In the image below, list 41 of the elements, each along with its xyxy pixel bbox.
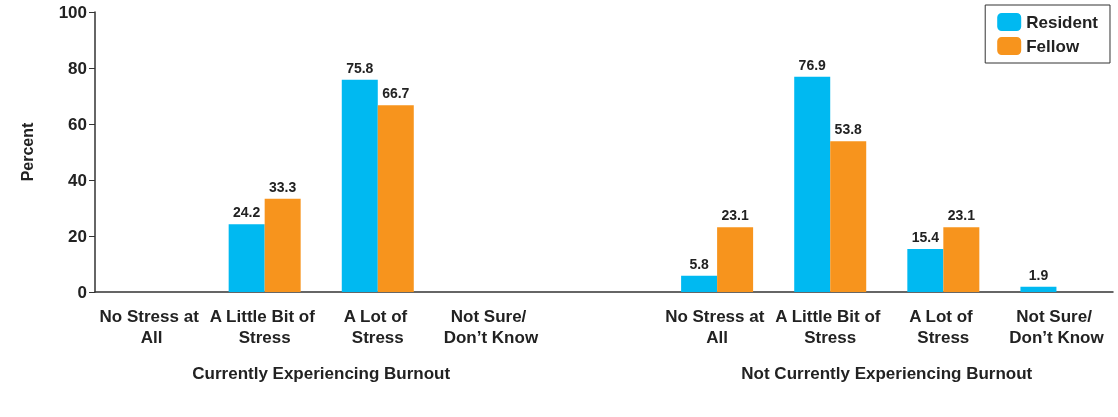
- data-label: 76.9: [798, 56, 827, 73]
- data-label: 23.1: [721, 207, 749, 224]
- y-axis-title: Percent: [18, 121, 36, 182]
- data-label: 23.1: [947, 207, 976, 224]
- x-tick-label: A Little Bit of Stress: [775, 307, 886, 347]
- data-label: 15.4: [911, 228, 940, 245]
- data-label: 75.8: [346, 59, 374, 76]
- x-tick-label: Not Sure/ Don’t Know: [443, 307, 539, 347]
- bar: [830, 141, 867, 292]
- bar: [1020, 286, 1057, 292]
- bar: [681, 275, 718, 292]
- bar: [377, 105, 414, 292]
- x-tick-label: A Little Bit of Stress: [209, 307, 320, 347]
- data-label: 53.8: [834, 121, 863, 138]
- x-tick-label: No Stress at All: [665, 307, 770, 347]
- data-label: 33.3: [269, 178, 297, 195]
- data-label: 66.7: [382, 85, 410, 102]
- y-tick-label: 60: [68, 114, 87, 134]
- y-tick-label: 0: [77, 282, 87, 302]
- legend-label: Fellow: [1026, 36, 1080, 56]
- bar: [341, 79, 378, 292]
- bar: [717, 227, 754, 292]
- data-label: 24.2: [233, 204, 261, 221]
- x-tick-label: A Lot of Stress: [343, 307, 412, 347]
- bar: [907, 248, 944, 292]
- x-tick-label: A Lot of Stress: [909, 307, 978, 347]
- x-tick-label: No Stress at All: [99, 307, 204, 347]
- bar: [943, 227, 980, 292]
- legend-label: Resident: [1026, 12, 1099, 32]
- data-label: 1.9: [1028, 266, 1049, 283]
- text: Not Currently Experiencing Burnout: [741, 364, 1033, 383]
- y-tick-label: 20: [68, 226, 87, 246]
- x-tick-label: Not Sure/ Don’t Know: [1009, 307, 1105, 347]
- text: Currently Experiencing Burnout: [192, 364, 451, 383]
- bar: [228, 224, 265, 292]
- bar: [264, 198, 301, 292]
- bar: [794, 76, 831, 292]
- y-tick-label: 100: [58, 2, 87, 22]
- y-tick-label: 80: [68, 58, 87, 78]
- y-tick-label: 40: [68, 170, 87, 190]
- data-label: 5.8: [689, 255, 710, 272]
